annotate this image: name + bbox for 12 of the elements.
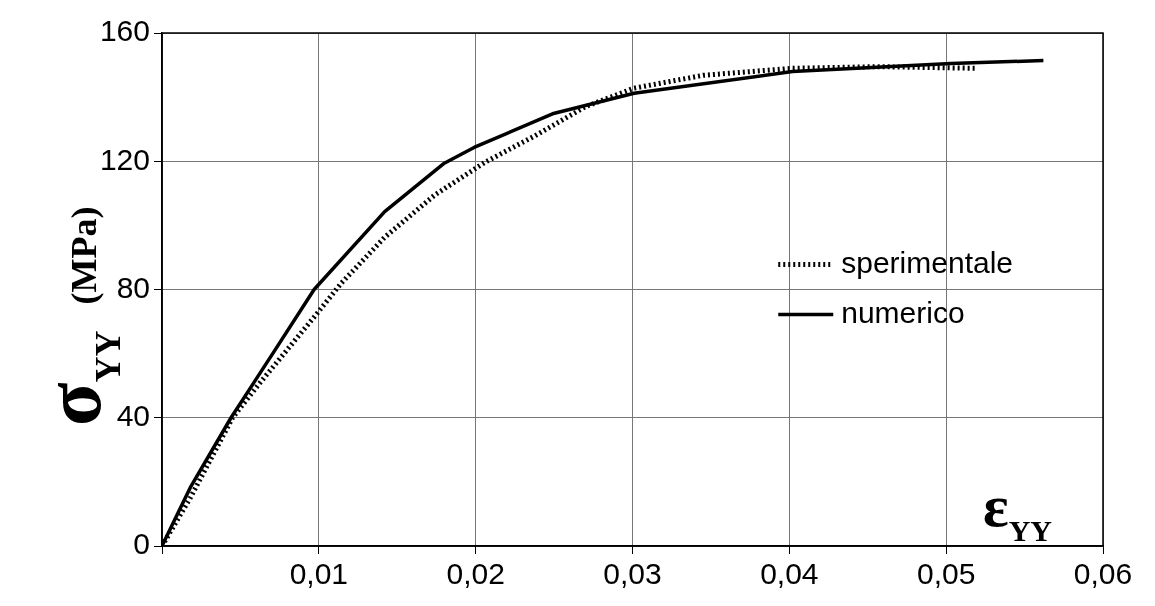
x-tick-label: 0,04 xyxy=(760,557,819,591)
x-tick-label: 0,03 xyxy=(603,557,662,591)
y-tick-label: 160 xyxy=(99,14,150,48)
y-tick-label: 120 xyxy=(99,142,150,176)
legend-label: sperimentale xyxy=(841,245,1014,279)
x-tick-label: 0,06 xyxy=(1073,557,1133,591)
x-tick-label: 0,01 xyxy=(289,557,349,591)
y-tick-label: 0 xyxy=(133,527,150,561)
legend-label: numerico xyxy=(841,295,965,329)
y-tick-label: 80 xyxy=(116,270,150,304)
x-tick-label: 0,02 xyxy=(446,557,505,591)
x-tick-label: 0,05 xyxy=(916,557,976,591)
